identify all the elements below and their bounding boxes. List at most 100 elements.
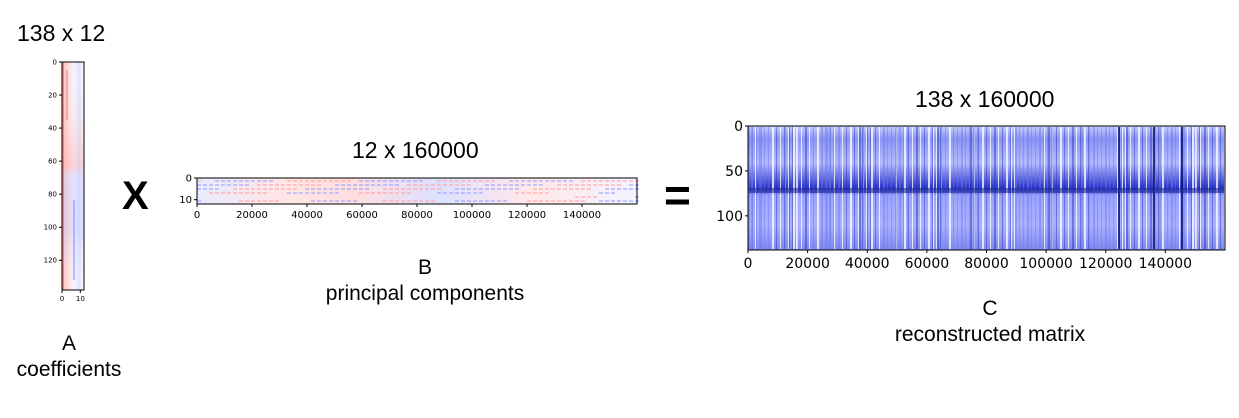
matrix-b-cell [215, 180, 219, 182]
matrix-b-dimensions: 12 x 160000 [352, 137, 479, 163]
matrix-b-cell [323, 188, 327, 190]
matrix-b-cell [317, 184, 321, 186]
matrix-b-cell [389, 188, 393, 190]
matrix-b-cell [461, 184, 465, 186]
matrix-b-cell [539, 184, 543, 186]
matrix-b-cell [227, 184, 231, 186]
matrix-b-cell [347, 200, 351, 202]
matrix-b-cell [413, 180, 417, 182]
matrix-b-cell [329, 200, 333, 202]
matrix-b-cell [569, 200, 573, 202]
matrix-b-cell [455, 184, 459, 186]
matrix-b-cell [455, 180, 459, 182]
matrix-b-cell [221, 184, 225, 186]
matrix-b-cell [485, 184, 489, 186]
matrix-a-label: A coefficients [9, 331, 129, 383]
matrix-b-cell [479, 192, 483, 194]
x-tick-label: 0 [60, 295, 64, 303]
matrix-b-cell [569, 184, 573, 186]
matrix-b-cell [497, 188, 501, 190]
matrix-b-cell [371, 184, 375, 186]
matrix-c-stripes [748, 127, 1225, 249]
matrix-b-cell [455, 200, 459, 202]
matrix-b-cell [299, 184, 303, 186]
matrix-b-cell [587, 180, 591, 182]
matrix-b-cell [251, 188, 255, 190]
matrix-b-cell [311, 188, 315, 190]
y-tick-label: 20 [48, 91, 57, 99]
matrix-b-cell [395, 192, 399, 194]
matrix-b-cell [365, 184, 369, 186]
matrix-b-cell [569, 180, 573, 182]
matrix-b-cell [629, 180, 633, 182]
matrix-b-cell [395, 184, 399, 186]
matrix-a-frame [61, 61, 85, 291]
matrix-b-cell [461, 200, 465, 202]
matrix-b-cell [599, 180, 603, 182]
matrix-b-cell [587, 184, 591, 186]
matrix-b-cell [239, 184, 243, 186]
matrix-b-cell [551, 180, 555, 182]
matrix-b-cell [353, 188, 357, 190]
matrix-b-cell [401, 180, 405, 182]
matrix-b-cell [473, 188, 477, 190]
matrix-b-cell [233, 180, 237, 182]
matrix-b-cell [575, 196, 579, 198]
matrix-b-cell [515, 180, 519, 182]
matrix-b-cell [449, 184, 453, 186]
matrix-b-cell [263, 192, 267, 194]
matrix-b-cell [599, 200, 603, 202]
matrix-b-cell [515, 188, 519, 190]
matrix-b-cell [611, 180, 615, 182]
matrix-c-dark-row [749, 188, 1224, 193]
matrix-b-cell [383, 180, 387, 182]
x-tick-label: 140000 [1139, 256, 1192, 272]
matrix-a-caption: coefficients [16, 358, 122, 381]
matrix-b-cell [467, 200, 471, 202]
matrix-b-cell [359, 184, 363, 186]
matrix-b-cell [287, 188, 291, 190]
matrix-b-cell [275, 184, 279, 186]
x-tick-label: 0 [744, 256, 753, 272]
matrix-b-cell [533, 200, 537, 202]
matrix-b-cell [491, 184, 495, 186]
matrix-b-cell [251, 192, 255, 194]
x-tick-label: 10 [76, 295, 85, 303]
matrix-c-letter: C [982, 297, 998, 320]
matrix-b-cell [233, 184, 237, 186]
matrix-b-cell [413, 188, 417, 190]
matrix-b-cell [233, 192, 237, 194]
matrix-b-cell [587, 196, 591, 198]
x-tick-label: 100000 [1019, 256, 1072, 272]
matrix-b-cell [521, 180, 525, 182]
matrix-b-cell [605, 188, 609, 190]
matrix-b-cell [293, 188, 297, 190]
matrix-b-cell [491, 200, 495, 202]
matrix-b-cell [461, 188, 465, 190]
matrix-b-cell [317, 192, 321, 194]
matrix-b-cell [539, 192, 543, 194]
matrix-b-cell [581, 184, 585, 186]
matrix-b-cell [587, 188, 591, 190]
matrix-c-ticks: 0 50 100 0 20000 40000 60000 80000 100000 120000 1… [716, 119, 1192, 272]
matrix-b-cell [401, 188, 405, 190]
matrix-b-cell [437, 192, 441, 194]
matrix-b-cell [611, 188, 615, 190]
matrix-b-cell [395, 180, 399, 182]
matrix-b-cell [407, 200, 411, 202]
matrix-b-cell [197, 184, 201, 186]
matrix-b-cell [479, 188, 483, 190]
matrix-b-cell [203, 188, 207, 190]
matrix-b-cell [383, 192, 387, 194]
matrix-b-cell [239, 180, 243, 182]
x-tick-label: 120000 [508, 210, 546, 221]
y-tick-label: 10 [179, 195, 192, 206]
matrix-b-cell [413, 184, 417, 186]
x-tick-label: 60000 [346, 210, 378, 221]
matrix-b-cell [437, 184, 441, 186]
y-tick-label: 0 [734, 119, 743, 135]
x-tick-label: 20000 [236, 210, 268, 221]
matrix-b-cell [623, 188, 627, 190]
matrix-b-cell [281, 184, 285, 186]
